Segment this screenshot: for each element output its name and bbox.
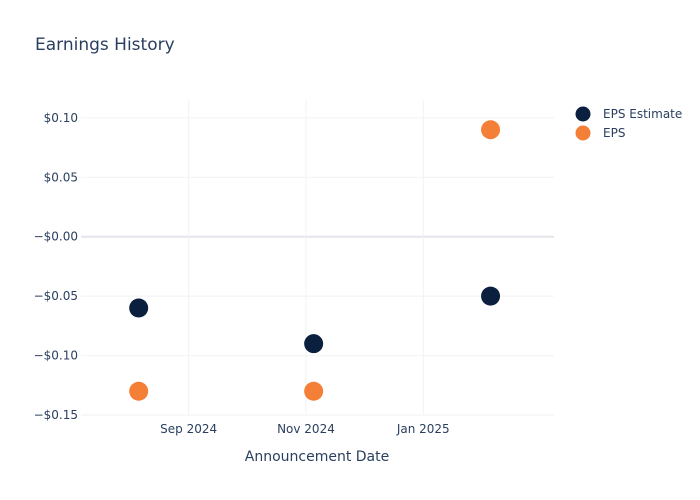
x-tick-label: Nov 2024 xyxy=(277,422,335,436)
chart-title: Earnings History xyxy=(35,35,175,55)
legend-marker xyxy=(575,125,591,141)
y-tick-label: −$0.05 xyxy=(34,289,78,303)
x-axis-title: Announcement Date xyxy=(245,449,389,465)
y-tick-label: $0.10 xyxy=(44,111,78,125)
legend-item-eps[interactable]: EPS xyxy=(575,125,626,141)
legend-label: EPS xyxy=(603,126,625,140)
tick-layer: $0.10 $0.05 −$0.00 −$0.05 −$0.10 −$0.15 Sep 20… xyxy=(34,111,450,436)
points-layer xyxy=(129,120,501,401)
legend-item-eps-estimate[interactable]: EPS Estimate xyxy=(575,106,683,122)
data-point-eps[interactable] xyxy=(129,381,149,401)
y-tick-label: −$0.15 xyxy=(34,408,78,422)
data-point-eps[interactable] xyxy=(481,120,501,140)
legend-marker xyxy=(575,106,591,122)
x-tick-label: Jan 2025 xyxy=(396,422,450,436)
data-point-eps-estimate[interactable] xyxy=(481,286,501,306)
y-tick-label: $0.05 xyxy=(44,170,78,184)
x-tick-label: Sep 2024 xyxy=(160,422,217,436)
data-point-eps-estimate[interactable] xyxy=(129,298,149,318)
data-point-eps-estimate[interactable] xyxy=(304,334,324,354)
legend-label: EPS Estimate xyxy=(603,107,682,121)
grid-layer xyxy=(81,100,554,416)
y-tick-label: −$0.10 xyxy=(34,349,78,363)
legend[interactable]: EPS Estimate EPS xyxy=(575,106,683,141)
y-tick-label: −$0.00 xyxy=(34,230,78,244)
data-point-eps[interactable] xyxy=(304,381,324,401)
